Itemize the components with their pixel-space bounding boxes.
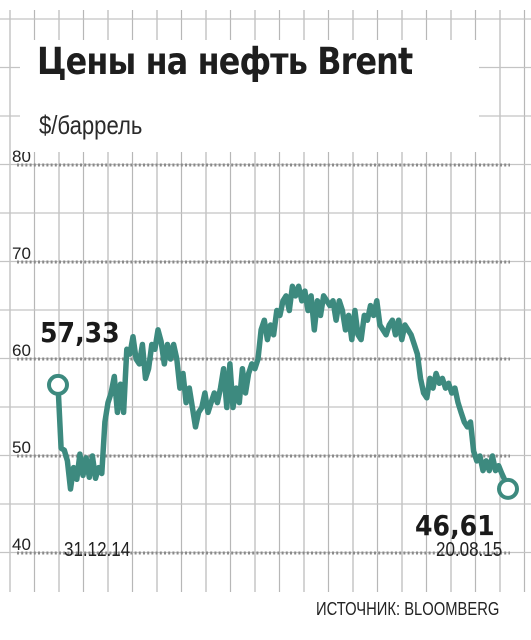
y-axis-label: $/баррель xyxy=(39,110,143,140)
end-point-marker xyxy=(497,477,519,500)
title-box xyxy=(20,40,479,152)
end-value-label: 46,61 xyxy=(415,509,495,542)
start-value-label: 57,33 xyxy=(40,316,120,349)
source-note: ИСТОЧНИК: BLOOMBERG xyxy=(316,599,500,619)
x-tick-label-end: 20.08.15 xyxy=(436,539,503,561)
y-tick-label-70: 70 xyxy=(12,244,31,263)
y-tick-label-60: 60 xyxy=(12,341,31,360)
y-tick-label-40: 40 xyxy=(12,535,31,554)
start-point-marker xyxy=(47,373,69,396)
chart-title: Цены на нефть Brent xyxy=(37,40,413,83)
series-line xyxy=(55,283,511,492)
x-tick-label-start: 31.12.14 xyxy=(64,539,131,561)
y-tick-label-50: 50 xyxy=(12,438,31,457)
